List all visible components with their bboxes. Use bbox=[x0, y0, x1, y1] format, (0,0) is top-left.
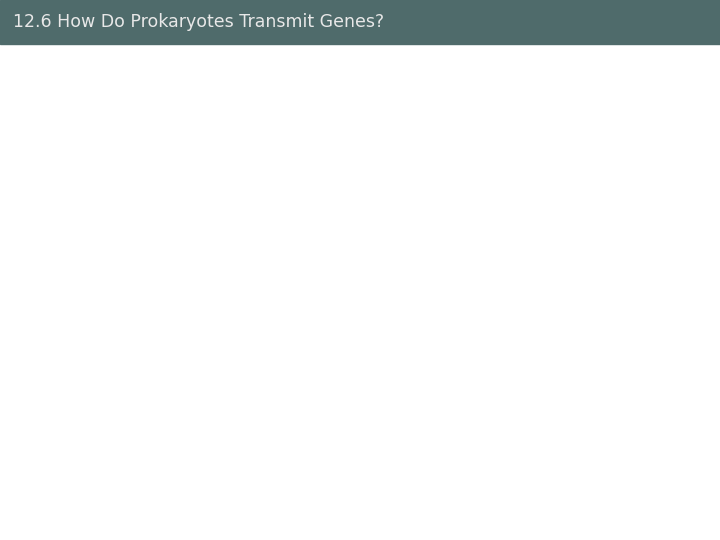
Text: • Genes for making a sex pilus: • Genes for making a sex pilus bbox=[40, 498, 459, 524]
Text: Bacteria also have: Bacteria also have bbox=[72, 106, 332, 132]
Text: categories:: categories: bbox=[86, 282, 238, 308]
Text: breaking down hydrocarbons: breaking down hydrocarbons bbox=[86, 401, 482, 427]
Text: circular chromosomes.: circular chromosomes. bbox=[86, 163, 395, 189]
Text: 12.6 How Do Prokaryotes Transmit Genes?: 12.6 How Do Prokaryotes Transmit Genes? bbox=[13, 13, 384, 31]
Text: plasmids: plasmids bbox=[332, 106, 469, 132]
Text: —small: —small bbox=[469, 106, 568, 132]
Text: • Antibiotic resistance genes (R factors): • Antibiotic resistance genes (R factors… bbox=[40, 446, 582, 472]
Text: • Unusual metabolic functions—e.g.,: • Unusual metabolic functions—e.g., bbox=[40, 344, 538, 370]
Text: Plasmid genes fall into these: Plasmid genes fall into these bbox=[72, 225, 464, 251]
